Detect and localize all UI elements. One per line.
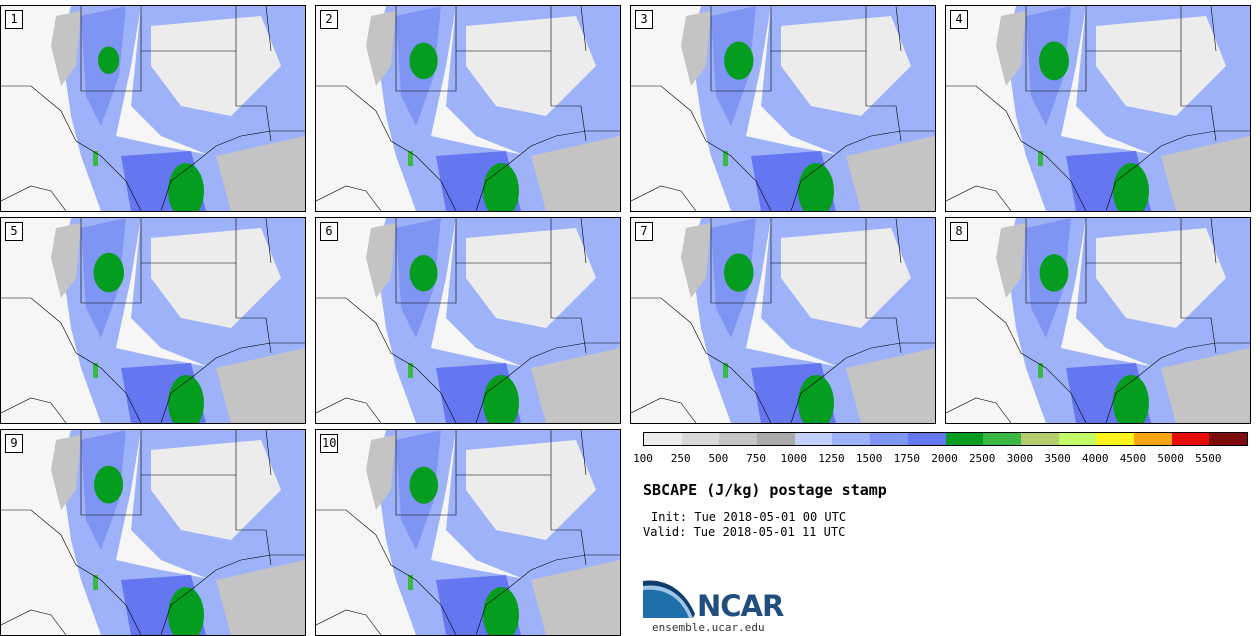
colorbar-tick-label: 4500 xyxy=(1119,452,1147,465)
map-panel-4: 4 xyxy=(945,5,1251,212)
colorbar-tick-label: 500 xyxy=(708,452,729,465)
colorbar-swatch xyxy=(644,433,682,445)
map-panel-7: 7 xyxy=(630,217,936,424)
valid-time: Valid: Tue 2018-05-01 11 UTC xyxy=(643,525,846,539)
cape-field xyxy=(946,218,1250,423)
colorbar-tick-label: 1000 xyxy=(780,452,808,465)
colorbar-swatch xyxy=(681,433,720,445)
colorbar-tick-label: 1750 xyxy=(893,452,921,465)
cape-field xyxy=(316,430,620,635)
panel-label: 10 xyxy=(320,434,339,453)
colorbar-tick-label: 5000 xyxy=(1157,452,1184,465)
colorbar-tick-label: 5500 xyxy=(1195,452,1222,465)
map-panel-3: 3 xyxy=(630,5,936,212)
colorbar-tick-label: 250 xyxy=(670,452,691,465)
colorbar-swatch xyxy=(983,433,1021,445)
map-panel-9: 9 xyxy=(0,429,306,636)
colorbar-tick-label: 2500 xyxy=(968,452,996,465)
colorbar-swatch xyxy=(1096,433,1134,445)
colorbar-swatch xyxy=(945,433,984,445)
colorbar-swatch xyxy=(1133,433,1172,445)
colorbar-tick-label: 750 xyxy=(746,452,766,465)
ncar-logo-icon xyxy=(643,580,695,618)
colorbar-swatch xyxy=(1209,433,1247,445)
panel-label: 8 xyxy=(950,222,968,241)
colorbar-swatch xyxy=(719,433,758,445)
panel-label: 4 xyxy=(950,10,968,29)
colorbar-swatch xyxy=(1020,433,1059,445)
cape-field xyxy=(1,218,305,423)
init-time: Init: Tue 2018-05-01 00 UTC xyxy=(651,510,847,524)
panel-label: 6 xyxy=(320,222,338,241)
colorbar-tick-label: 4000 xyxy=(1082,452,1109,465)
colorbar-tick-label: 3500 xyxy=(1044,452,1071,465)
cape-field xyxy=(316,6,620,211)
panel-label: 9 xyxy=(5,434,23,453)
colorbar-swatch xyxy=(1171,433,1210,445)
colorbar-swatch xyxy=(907,433,946,445)
colorbar-swatch xyxy=(794,433,833,445)
colorbar-swatch xyxy=(757,433,795,445)
map-panel-1: 1 xyxy=(0,5,306,212)
cape-field xyxy=(631,218,935,423)
cape-field xyxy=(1,6,305,211)
ncar-logo-text: NCAR xyxy=(697,589,784,623)
colorbar-tick-label: 2000 xyxy=(931,452,958,465)
panel-label: 2 xyxy=(320,10,338,29)
panel-label: 5 xyxy=(5,222,23,241)
map-panel-6: 6 xyxy=(315,217,621,424)
map-panel-8: 8 xyxy=(945,217,1251,424)
cape-field xyxy=(316,218,620,423)
colorbar xyxy=(643,432,1248,446)
colorbar-tick-label: 1500 xyxy=(855,452,883,465)
cape-field xyxy=(1,430,305,635)
colorbar-tick-label: 100 xyxy=(633,452,653,465)
panel-label: 3 xyxy=(635,10,653,29)
colorbar-tick-label: 1250 xyxy=(818,452,845,465)
colorbar-tick-label: 3000 xyxy=(1006,452,1034,465)
panel-label: 7 xyxy=(635,222,653,241)
map-panel-2: 2 xyxy=(315,5,621,212)
figure-title: SBCAPE (J/kg) postage stamp xyxy=(643,481,887,499)
cape-field xyxy=(631,6,935,211)
colorbar-swatch xyxy=(832,433,871,445)
map-panel-5: 5 xyxy=(0,217,306,424)
website-url[interactable]: ensemble.ucar.edu xyxy=(652,621,765,634)
cape-field xyxy=(946,6,1250,211)
panel-label: 1 xyxy=(5,10,23,29)
colorbar-swatch xyxy=(870,433,908,445)
map-panel-10: 10 xyxy=(315,429,621,636)
colorbar-swatch xyxy=(1058,433,1097,445)
